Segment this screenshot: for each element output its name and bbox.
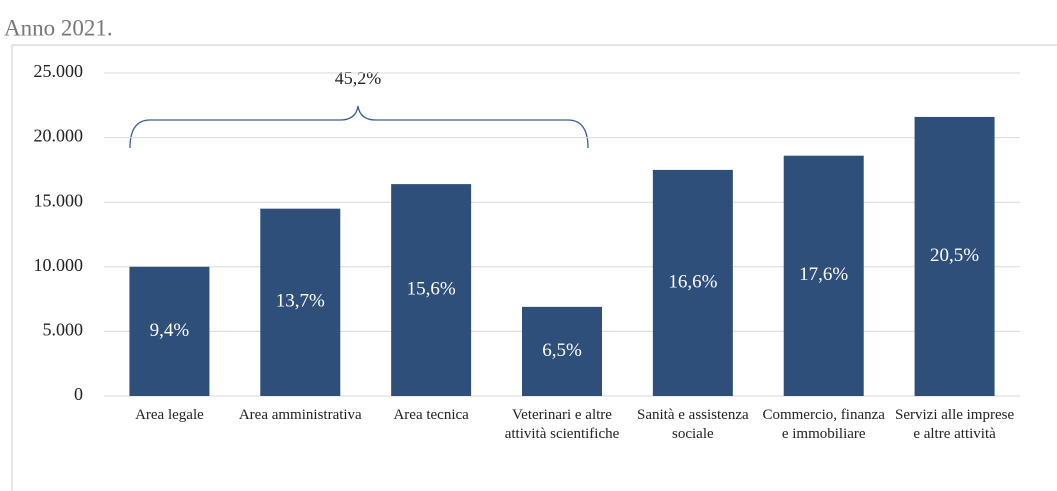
bar-share-label: 16,6%: [668, 271, 717, 292]
x-tick-label: Area amministrativa: [238, 407, 362, 423]
y-tick-label: 0: [74, 384, 83, 404]
y-tick-label: 5.000: [43, 320, 84, 340]
bar-share-label: 6,5%: [542, 340, 582, 361]
bracket-label: 45,2%: [335, 68, 382, 88]
bar: [783, 155, 864, 396]
bar: [260, 208, 341, 396]
bar: [391, 184, 472, 396]
bracket: [129, 105, 589, 149]
x-tick-label: Veterinari e altre attività scientifiche: [504, 407, 620, 442]
x-tick-label: Area tecnica: [393, 407, 469, 423]
y-tick-label: 25.000: [34, 61, 84, 81]
x-tick-label: Commercio, finanza e immobiliare: [762, 407, 885, 442]
y-tick-label: 20.000: [34, 126, 84, 146]
y-tick-label: 10.000: [34, 255, 84, 275]
bar-share-label: 9,4%: [150, 320, 190, 341]
bar: [129, 266, 210, 396]
x-tick-label: Sanità e assistenza sociale: [637, 407, 749, 442]
bar: [652, 169, 733, 396]
bar-share-label: 20,5%: [930, 245, 979, 266]
x-tick-label: Servizi alle imprese e altre attività: [895, 407, 1015, 442]
bar-share-label: 17,6%: [799, 264, 848, 285]
bar: [914, 116, 995, 396]
bar-share-label: 15,6%: [407, 278, 456, 299]
bar: [522, 306, 602, 396]
chart-title: Anno 2021.: [4, 15, 113, 40]
y-tick-label: 15.000: [34, 190, 84, 210]
bar-share-label: 13,7%: [276, 291, 325, 312]
x-tick-label: Area legale: [135, 407, 204, 423]
